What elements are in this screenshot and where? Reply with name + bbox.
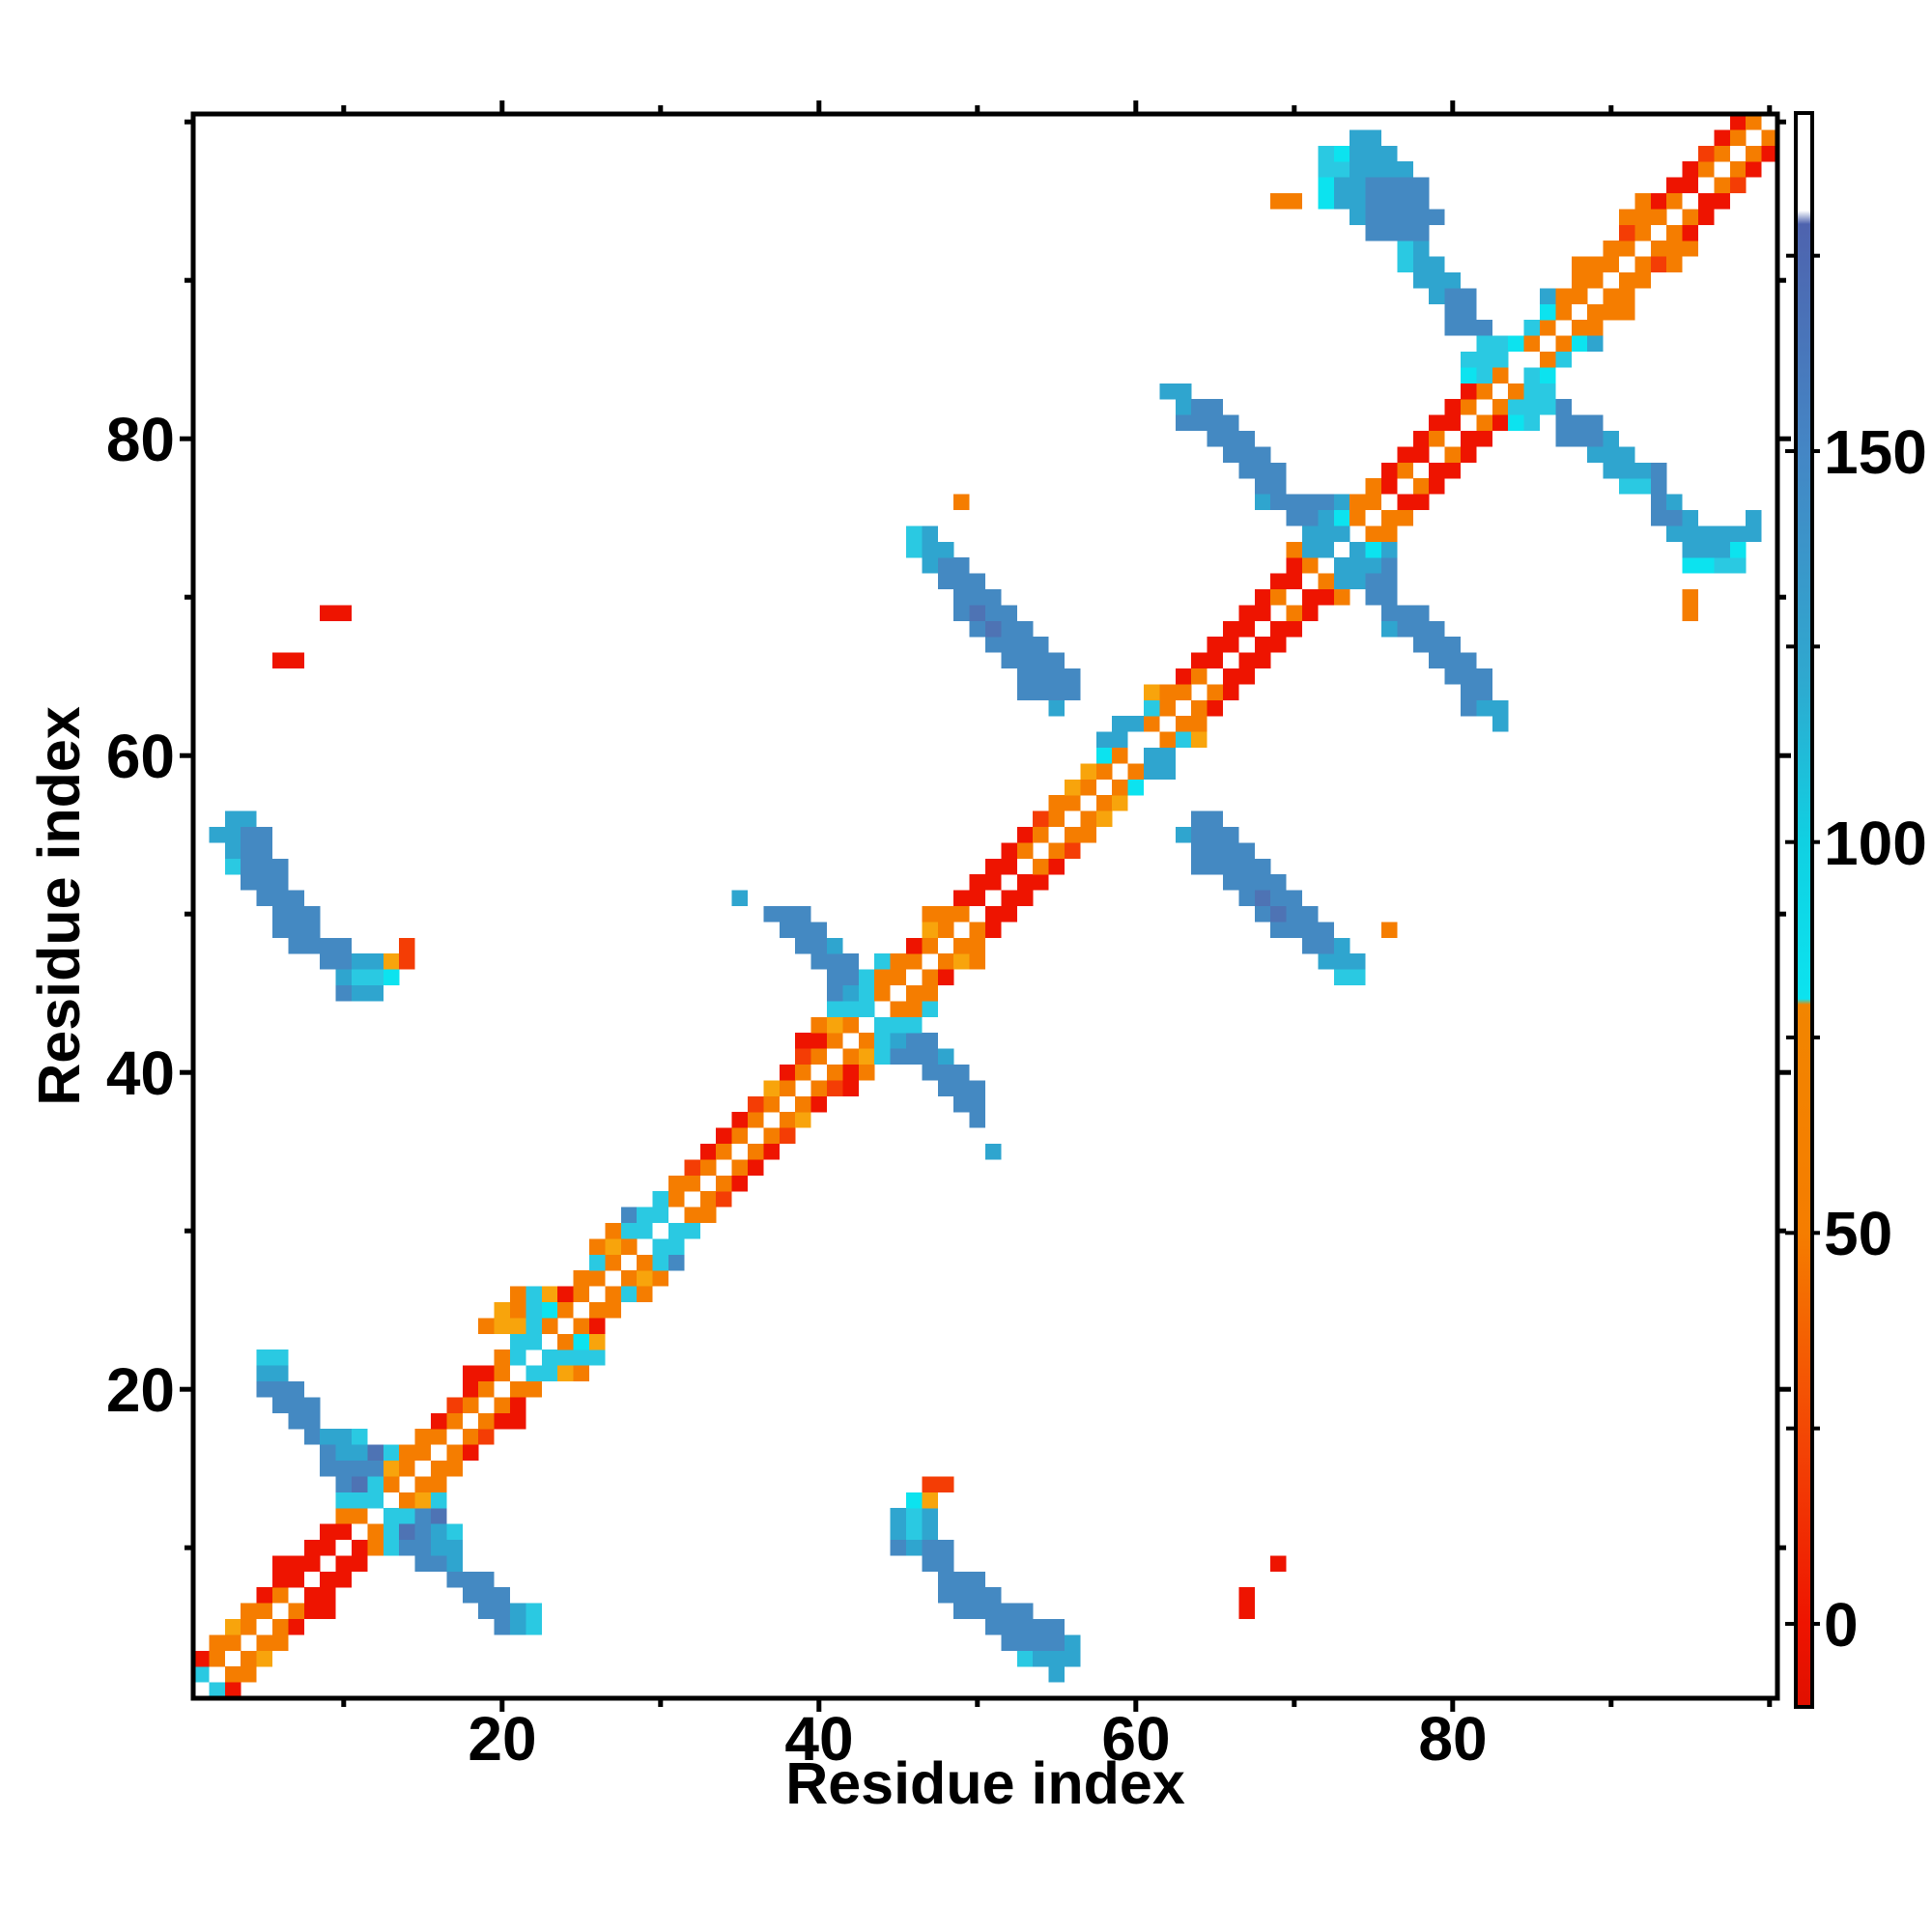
svg-text:0: 0 — [1824, 1590, 1859, 1660]
svg-text:20: 20 — [106, 1355, 175, 1425]
svg-text:Residue index: Residue index — [785, 1750, 1185, 1816]
svg-text:20: 20 — [468, 1704, 536, 1774]
svg-text:40: 40 — [106, 1038, 175, 1108]
svg-text:Residue index: Residue index — [26, 706, 92, 1106]
svg-text:150: 150 — [1824, 417, 1927, 487]
svg-text:60: 60 — [106, 722, 175, 791]
svg-text:100: 100 — [1824, 809, 1927, 878]
svg-text:50: 50 — [1824, 1199, 1892, 1268]
svg-text:60: 60 — [1101, 1704, 1170, 1774]
svg-text:40: 40 — [784, 1704, 853, 1774]
svg-text:80: 80 — [1418, 1704, 1487, 1774]
svg-text:80: 80 — [106, 405, 175, 474]
